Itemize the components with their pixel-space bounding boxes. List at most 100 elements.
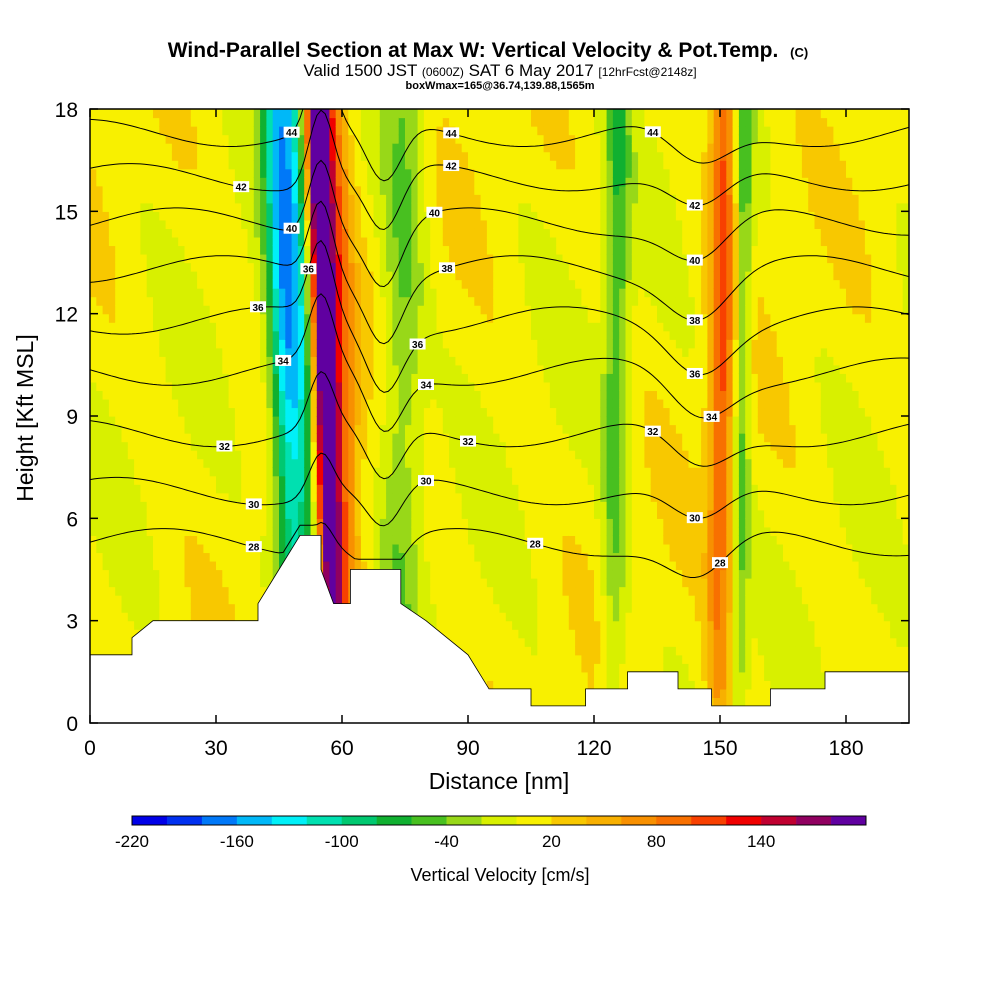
velocity-cell [348,416,356,426]
velocity-cell [285,390,293,400]
velocity-cell [505,603,513,613]
velocity-cell [379,194,387,204]
velocity-cell [430,569,438,579]
velocity-cell [102,543,110,554]
velocity-cell [342,117,349,127]
velocity-cell [354,501,362,511]
velocity-cell [411,467,419,477]
velocity-cell [190,535,198,545]
velocity-cell [228,236,236,247]
velocity-cell [234,330,242,340]
velocity-cell [360,236,368,247]
velocity-cell [96,322,104,332]
velocity-cell [373,501,381,511]
velocity-cell [140,253,148,264]
velocity-cell [474,458,482,468]
velocity-cell [153,407,160,417]
velocity-cell [329,543,337,554]
velocity-cell [140,339,148,349]
velocity-cell [367,364,375,374]
velocity-cell [165,535,173,545]
velocity-cell [423,228,431,238]
velocity-cell [127,271,135,281]
velocity-cell [386,151,393,161]
velocity-cell [449,492,456,502]
velocity-cell [304,339,312,349]
velocity-cell [266,356,274,366]
velocity-cell [505,168,513,178]
velocity-cell [310,356,318,366]
velocity-cell [499,253,507,264]
velocity-cell [499,262,507,272]
velocity-cell [266,177,274,187]
velocity-cell [329,526,337,536]
velocity-cell [518,509,526,519]
velocity-cell [316,109,324,119]
velocity-cell [486,475,494,485]
velocity-cell [304,526,312,536]
velocity-cell [190,441,198,451]
velocity-cell [222,364,230,374]
velocity-cell [518,253,526,264]
velocity-cell [474,211,482,221]
velocity-cell [486,560,494,571]
velocity-cell [449,467,456,477]
velocity-cell [140,236,148,247]
velocity-cell [222,236,230,247]
velocity-cell [335,586,343,596]
velocity-cell [442,339,450,349]
velocity-cell [505,484,513,494]
velocity-cell [423,288,431,298]
velocity-cell [241,322,249,332]
velocity-cell [373,288,381,298]
velocity-cell [108,407,116,417]
velocity-cell [411,475,419,485]
velocity-cell [184,109,192,119]
velocity-cell [190,330,198,340]
velocity-cell [373,347,381,357]
velocity-cell [442,620,450,630]
velocity-cell [279,450,286,460]
velocity-cell [184,322,192,332]
velocity-cell [323,441,330,451]
velocity-cell [247,407,255,417]
velocity-cell [159,271,167,281]
velocity-cell [222,518,230,528]
velocity-cell [247,134,255,144]
velocity-cell [316,339,324,349]
velocity-cell [241,509,249,519]
velocity-cell [323,543,330,554]
velocity-cell [461,271,469,281]
velocity-cell [455,185,463,195]
velocity-cell [90,535,97,545]
velocity-cell [260,535,267,545]
velocity-cell [505,305,513,315]
velocity-cell [253,458,261,468]
velocity-cell [241,501,249,511]
velocity-cell [518,484,526,494]
velocity-cell [354,381,362,392]
velocity-cell [184,236,192,247]
velocity-cell [90,612,97,622]
velocity-cell [316,245,324,255]
velocity-cell [398,117,406,127]
velocity-cell [134,117,141,127]
velocity-cell [442,202,450,212]
velocity-cell [449,629,456,639]
velocity-cell [291,398,299,409]
velocity-cell [442,509,450,519]
velocity-cell [474,467,482,477]
velocity-cell [518,620,526,630]
velocity-cell [127,194,135,204]
velocity-cell [108,347,116,357]
velocity-cell [354,194,362,204]
velocity-cell [102,501,110,511]
velocity-cell [304,518,312,528]
velocity-cell [486,612,494,622]
velocity-cell [449,424,456,434]
velocity-cell [505,629,513,639]
velocity-cell [159,475,167,485]
velocity-cell [228,347,236,357]
velocity-cell [127,509,135,519]
velocity-cell [140,305,148,315]
